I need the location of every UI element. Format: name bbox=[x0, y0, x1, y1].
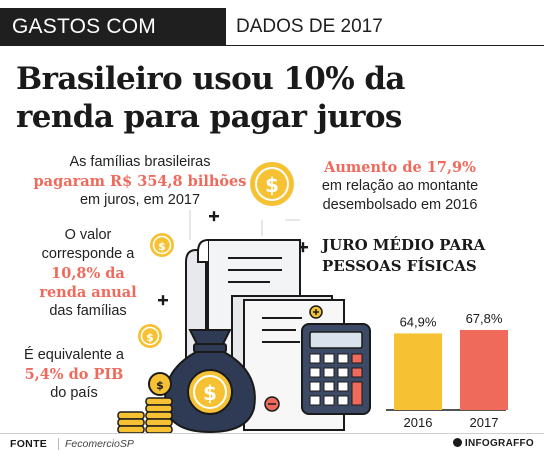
calculator-icon bbox=[301, 323, 371, 415]
fact-text: em juros, em 2017 bbox=[79, 192, 201, 208]
fact-text: O valor bbox=[64, 227, 112, 243]
chart-bar-2016 bbox=[394, 333, 442, 410]
brand-name: INFOGRAFFO bbox=[464, 438, 534, 449]
plus-icon bbox=[209, 211, 219, 222]
fact-highlight: pagaram R$ 354,8 bilhões bbox=[33, 173, 247, 190]
headline-line-2: renda para pagar juros bbox=[16, 99, 402, 135]
source-value: FecomercioSP bbox=[58, 438, 134, 450]
chart-data-label: 64,9% bbox=[400, 314, 437, 329]
headline: Brasileiro usou 10% da renda para pagar … bbox=[16, 60, 436, 136]
fact-highlight: 10,8% da bbox=[51, 265, 125, 282]
interest-bar-chart: 64,9% 2016 67,8% 2017 bbox=[386, 311, 508, 430]
svg-text:$: $ bbox=[265, 173, 279, 197]
chart-bar-2017 bbox=[460, 329, 508, 410]
svg-text:$: $ bbox=[203, 381, 217, 405]
fact-text: das famílias bbox=[49, 303, 127, 319]
fact-highlight: Aumento de 17,9% bbox=[324, 159, 476, 176]
brand-icon bbox=[452, 438, 462, 447]
fact-income-share: O valor corresponde a 10,8% da renda anu… bbox=[18, 226, 158, 321]
svg-text:$: $ bbox=[158, 240, 166, 253]
chart-data-label: 67,8% bbox=[466, 311, 503, 326]
fact-total-paid: As famílias brasileiras pagaram R$ 354,8… bbox=[30, 153, 250, 210]
fact-highlight: renda anual bbox=[39, 284, 137, 301]
header-bar: GASTOS COM JUROS DADOS DE 2017 bbox=[0, 8, 544, 76]
plus-icon bbox=[298, 242, 308, 253]
chart-category-label: 2016 bbox=[404, 415, 433, 430]
footer-divider bbox=[0, 433, 544, 434]
coin-icon: $ bbox=[150, 233, 174, 257]
svg-text:$: $ bbox=[156, 379, 164, 392]
fact-text: É equivalente a bbox=[24, 347, 124, 363]
fact-text: corresponde a bbox=[41, 246, 135, 262]
fact-text: As famílias brasileiras bbox=[69, 154, 211, 170]
connector-lines bbox=[189, 210, 300, 240]
section-subtitle: DADOS DE 2017 bbox=[236, 16, 383, 37]
fact-text: do país bbox=[50, 385, 98, 401]
fact-text: em relação ao montante bbox=[321, 178, 479, 194]
svg-text:$: $ bbox=[146, 331, 154, 344]
fact-increase: Aumento de 17,9% em relação ao montante … bbox=[298, 158, 502, 215]
source-label: FONTE bbox=[10, 438, 48, 450]
fact-gdp-share: É equivalente a 5,4% do PIB do país bbox=[4, 346, 144, 403]
coin-icon: $ bbox=[250, 162, 294, 206]
fact-highlight: 5,4% do PIB bbox=[24, 366, 124, 383]
header-divider bbox=[226, 45, 544, 46]
chart-title: JURO MÉDIO PARA PESSOAS FÍSICAS bbox=[322, 236, 486, 275]
coin-icon: $ bbox=[138, 324, 162, 348]
money-bag-icon: $ bbox=[164, 329, 256, 434]
brand-logo: INFOGRAFFO bbox=[452, 438, 534, 449]
headline-line-1: Brasileiro usou 10% da bbox=[16, 61, 405, 97]
chart-category-label: 2017 bbox=[470, 415, 499, 430]
fact-text: desembolsado em 2016 bbox=[322, 197, 478, 213]
plus-icon bbox=[158, 295, 168, 306]
section-tag: GASTOS COM JUROS bbox=[0, 8, 226, 76]
